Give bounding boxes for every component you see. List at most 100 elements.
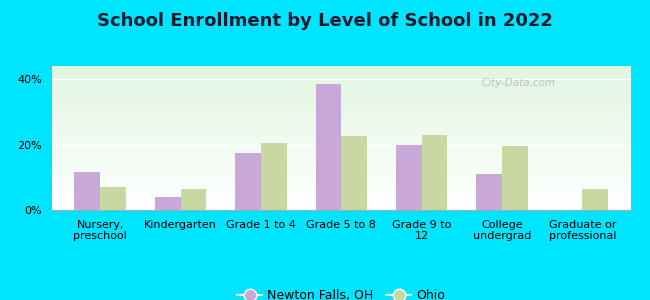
Bar [315, 84, 341, 210]
Bar [52, 122, 630, 124]
Bar [52, 66, 630, 68]
Bar [52, 168, 630, 170]
Bar [52, 194, 630, 196]
Bar [52, 196, 630, 197]
Bar [52, 75, 630, 76]
Bar [52, 151, 630, 152]
Bar [52, 206, 630, 207]
Bar [52, 93, 630, 95]
Bar [52, 208, 630, 210]
Bar [52, 152, 630, 154]
Bar [52, 177, 630, 178]
Bar [52, 124, 630, 125]
Bar [52, 95, 630, 96]
Bar [52, 172, 630, 174]
Bar [235, 153, 261, 210]
Bar [52, 184, 630, 185]
Bar [52, 197, 630, 199]
Bar [52, 103, 630, 105]
Bar [52, 88, 630, 89]
Text: School Enrollment by Level of School in 2022: School Enrollment by Level of School in … [97, 12, 553, 30]
Bar [52, 69, 630, 70]
Bar [52, 113, 630, 115]
Bar [52, 142, 630, 144]
Bar [52, 73, 630, 75]
Bar [52, 112, 630, 113]
Bar [52, 148, 630, 149]
Bar [52, 72, 630, 73]
Bar [52, 147, 630, 148]
Bar [52, 193, 630, 194]
Bar [52, 160, 630, 161]
Bar [52, 165, 630, 167]
Bar [52, 163, 630, 164]
Bar [52, 181, 630, 183]
Bar [52, 155, 630, 157]
Bar [52, 115, 630, 116]
Bar [52, 164, 630, 165]
Bar [52, 185, 630, 187]
Bar [52, 76, 630, 77]
Bar [52, 116, 630, 118]
Bar [52, 70, 630, 72]
Bar [341, 136, 367, 210]
Bar [52, 187, 630, 188]
Bar [52, 89, 630, 91]
Bar [52, 174, 630, 176]
Bar [52, 83, 630, 85]
Bar [52, 127, 630, 128]
Text: City-Data.com: City-Data.com [481, 77, 555, 88]
Bar [52, 132, 630, 134]
Bar [52, 201, 630, 203]
Bar [52, 129, 630, 131]
Bar [52, 105, 630, 106]
Bar [52, 203, 630, 204]
Bar [52, 154, 630, 155]
Bar [52, 178, 630, 180]
Bar [75, 172, 100, 210]
Bar [52, 79, 630, 80]
Bar [52, 92, 630, 93]
Bar [52, 82, 630, 83]
Bar [52, 180, 630, 181]
Bar [52, 121, 630, 122]
Bar [52, 77, 630, 79]
Bar [52, 109, 630, 111]
Bar [582, 189, 608, 210]
Bar [52, 199, 630, 200]
Bar [52, 158, 630, 160]
Bar [422, 135, 447, 210]
Bar [52, 100, 630, 102]
Bar [155, 197, 181, 210]
Bar [396, 145, 422, 210]
Bar [52, 85, 630, 86]
Bar [52, 145, 630, 147]
Bar [52, 118, 630, 119]
Bar [52, 170, 630, 171]
Bar [52, 200, 630, 201]
Bar [52, 191, 630, 193]
Bar [52, 149, 630, 151]
Bar [52, 188, 630, 190]
Bar [52, 141, 630, 142]
Bar [476, 174, 502, 210]
Bar [52, 138, 630, 140]
Bar [52, 131, 630, 132]
Bar [52, 106, 630, 108]
Bar [52, 135, 630, 136]
Bar [52, 102, 630, 104]
Bar [52, 99, 630, 100]
Bar [52, 144, 630, 145]
Bar [52, 204, 630, 206]
Bar [261, 143, 287, 210]
Bar [100, 187, 126, 210]
Bar [52, 190, 630, 191]
Bar [52, 86, 630, 88]
Bar [52, 161, 630, 163]
Bar [52, 111, 630, 112]
Bar [52, 140, 630, 141]
Legend: Newton Falls, OH, Ohio: Newton Falls, OH, Ohio [233, 284, 450, 300]
Bar [52, 96, 630, 98]
Bar [52, 125, 630, 127]
Bar [52, 207, 630, 208]
